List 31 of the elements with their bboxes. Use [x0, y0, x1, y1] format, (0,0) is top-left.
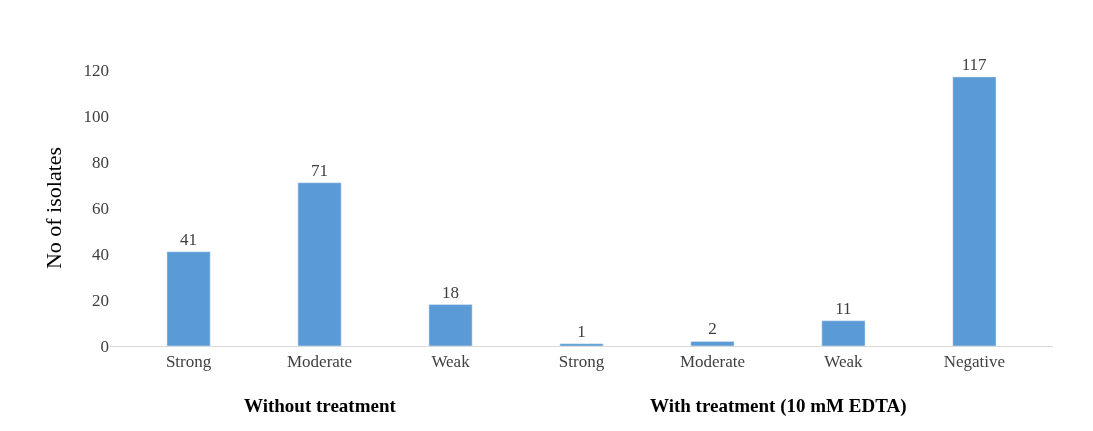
bar: [559, 343, 604, 346]
bar: [952, 76, 997, 346]
x-tick-label: Moderate: [679, 352, 746, 372]
data-label: 2: [708, 319, 717, 339]
x-tick-label: Strong: [558, 352, 605, 372]
x-tick-label: Negative: [943, 352, 1006, 372]
x-tick-label: Weak: [824, 352, 864, 372]
data-label: 117: [961, 54, 988, 74]
bar: [821, 320, 866, 346]
data-label: 18: [442, 282, 460, 302]
x-tick-label: Weak: [431, 352, 471, 372]
y-tick-label: 0: [100, 336, 109, 356]
bar: [166, 251, 211, 346]
data-label: 71: [311, 160, 329, 180]
bar: [297, 182, 342, 346]
y-tick-label: 60: [92, 198, 109, 218]
y-tick-label: 40: [92, 244, 109, 264]
x-tick-label: Strong: [165, 352, 212, 372]
bar: [428, 304, 473, 346]
text: Without treatment: [244, 395, 397, 416]
y-tick-label: 80: [92, 152, 109, 172]
y-tick-label: 120: [83, 60, 109, 80]
y-tick-label: 100: [83, 106, 109, 126]
x-tick-label: Moderate: [286, 352, 353, 372]
y-tick-label: 20: [92, 290, 109, 310]
data-label: 11: [835, 298, 852, 318]
y-axis-title: No of isolates: [41, 146, 67, 270]
text: With treatment (10 mM EDTA): [650, 395, 907, 417]
data-label: 41: [180, 229, 198, 249]
bar: [690, 341, 735, 346]
data-label: 1: [577, 321, 586, 341]
